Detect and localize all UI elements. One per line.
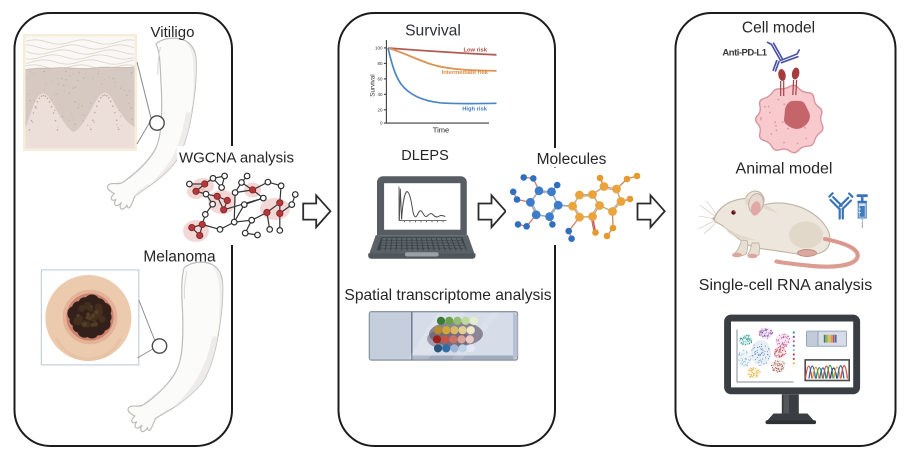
- svg-text:40: 40: [377, 92, 383, 97]
- svg-text:Vitiligo: Vitiligo: [151, 24, 195, 41]
- svg-text:High risk: High risk: [462, 107, 488, 113]
- svg-text:Survival: Survival: [370, 74, 377, 96]
- svg-text:20: 20: [377, 107, 383, 112]
- svg-text:Time: Time: [433, 126, 449, 135]
- svg-text:Intermediate risk: Intermediate risk: [442, 70, 489, 76]
- svg-text:DLEPS: DLEPS: [401, 148, 449, 164]
- svg-text:Single-cell RNA analysis: Single-cell RNA analysis: [699, 277, 872, 294]
- svg-text:60: 60: [377, 77, 383, 82]
- svg-text:Survival: Survival: [405, 22, 461, 39]
- svg-text:Molecules: Molecules: [537, 151, 607, 168]
- svg-text:Anti-PD-L1: Anti-PD-L1: [722, 48, 767, 59]
- svg-text:Spatial transcriptome analysis: Spatial transcriptome analysis: [344, 287, 551, 304]
- svg-text:Low risk: Low risk: [463, 48, 487, 54]
- svg-text:Melanoma: Melanoma: [143, 249, 216, 266]
- svg-text:80: 80: [377, 61, 383, 66]
- svg-text:100: 100: [375, 46, 383, 51]
- svg-text:Cell model: Cell model: [742, 20, 815, 37]
- svg-text:0: 0: [380, 121, 383, 126]
- svg-text:WGCNA analysis: WGCNA analysis: [179, 150, 294, 167]
- svg-text:Animal model: Animal model: [736, 161, 833, 178]
